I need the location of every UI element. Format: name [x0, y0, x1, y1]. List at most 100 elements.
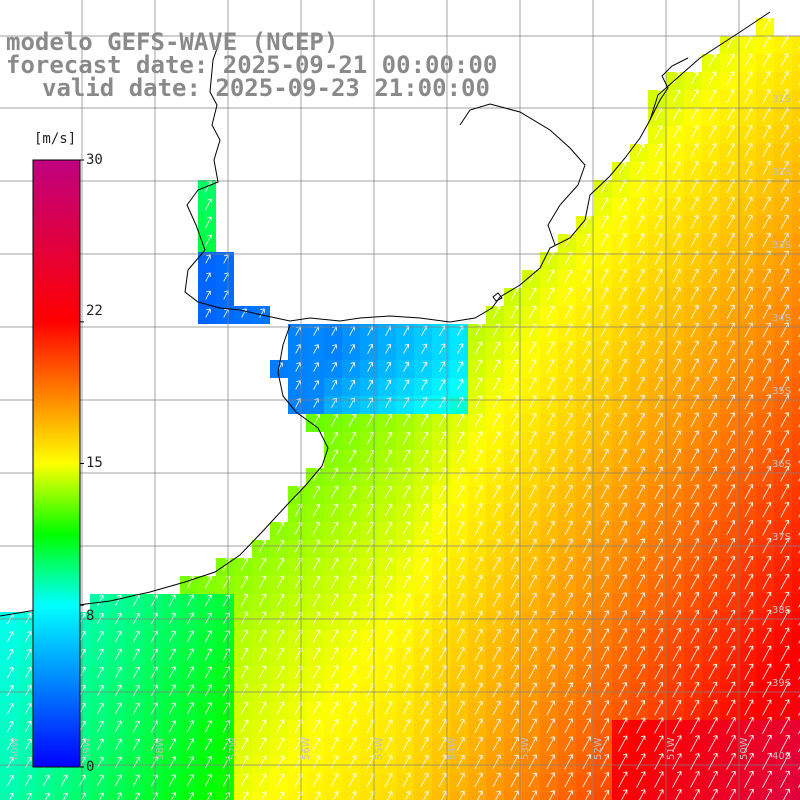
latitude-label: 32S	[772, 167, 791, 178]
wind-arrow	[510, 754, 519, 770]
wind-arrow	[546, 431, 555, 446]
wind-arrow	[315, 791, 321, 800]
wind-arrow	[726, 484, 735, 500]
wind-arrow	[384, 593, 393, 607]
wind-arrow	[348, 503, 357, 517]
wind-arrow	[420, 593, 429, 607]
wind-arrow	[7, 720, 14, 733]
wind-arrow	[708, 663, 718, 680]
wind-arrow	[276, 773, 285, 787]
wind-arrow	[744, 502, 754, 518]
wind-arrow	[114, 738, 122, 751]
wind-speed-cell	[594, 792, 612, 800]
wind-arrow	[636, 646, 645, 662]
wind-arrow	[582, 233, 591, 247]
wind-arrow	[222, 684, 230, 697]
wind-arrow	[780, 125, 789, 140]
wind-arrow	[96, 756, 104, 769]
wind-arrow	[726, 573, 736, 590]
wind-arrow	[726, 734, 736, 752]
wind-arrow	[312, 557, 321, 571]
wind-arrow	[330, 665, 339, 679]
wind-arrow	[420, 611, 429, 625]
wind-arrow	[636, 484, 645, 500]
wind-speed-cell	[792, 522, 800, 540]
wind-arrow	[240, 575, 249, 589]
wind-arrow	[780, 250, 789, 266]
wind-arrow	[564, 682, 573, 698]
latitude-label: 39S	[772, 678, 791, 689]
wind-arrow	[618, 664, 627, 680]
wind-arrow	[744, 394, 753, 410]
wind-speed-cell	[792, 288, 800, 306]
wind-arrow	[618, 394, 627, 410]
wind-arrow	[546, 574, 555, 590]
wind-arrow	[384, 467, 393, 481]
wind-arrow	[708, 753, 718, 770]
wind-arrow	[564, 592, 573, 608]
wind-arrow	[528, 287, 537, 301]
wind-arrow	[582, 628, 591, 644]
wind-arrow	[582, 754, 591, 770]
wind-arrow	[708, 466, 717, 482]
wind-arrow	[225, 792, 230, 800]
wind-arrow	[708, 484, 717, 500]
wind-arrow	[708, 179, 717, 193]
wind-arrow	[726, 663, 736, 680]
latitude-label: 37S	[772, 532, 791, 543]
wind-arrow	[312, 485, 321, 499]
wind-arrow	[690, 412, 699, 428]
wind-arrow	[402, 485, 411, 499]
wind-arrow	[420, 629, 429, 643]
wind-arrow	[204, 648, 212, 661]
wind-arrow	[564, 413, 573, 428]
wind-arrow	[492, 646, 501, 662]
wind-arrow	[205, 254, 211, 264]
wind-arrow	[168, 684, 176, 697]
wind-speed-cell	[144, 792, 162, 800]
wind-arrow	[295, 380, 301, 390]
wind-arrow	[474, 754, 483, 770]
wind-arrow	[672, 89, 681, 103]
wind-arrow	[726, 232, 735, 248]
wind-arrow	[474, 718, 483, 734]
wind-arrow	[132, 720, 140, 733]
wind-arrow	[438, 521, 447, 535]
wind-arrow	[384, 485, 393, 499]
wind-arrow	[258, 755, 267, 769]
wind-arrow	[600, 287, 609, 301]
wind-speed-cell	[108, 792, 126, 800]
wind-arrow	[528, 664, 537, 680]
wind-arrow	[744, 520, 754, 536]
wind-arrow	[384, 503, 393, 517]
wind-speed-cell	[792, 774, 800, 792]
longitude-label: 56W	[301, 737, 312, 760]
wind-arrow	[420, 557, 429, 571]
wind-arrow	[636, 735, 646, 752]
wind-arrow	[384, 449, 393, 463]
wind-arrow	[744, 448, 753, 464]
wind-arrow	[330, 575, 339, 589]
wind-arrow	[618, 340, 627, 356]
wind-arrow	[582, 682, 591, 698]
wind-arrow	[258, 575, 267, 589]
wind-arrow	[708, 286, 717, 302]
wind-arrow	[690, 466, 699, 482]
wind-arrow	[582, 215, 591, 229]
wind-arrow	[261, 791, 267, 800]
wind-arrow	[672, 286, 681, 302]
latitude-label: 38S	[772, 605, 791, 616]
wind-arrow	[690, 322, 699, 338]
wind-arrow	[780, 645, 790, 662]
wind-arrow	[780, 663, 790, 680]
wind-speed-cell	[720, 792, 738, 800]
wind-arrow	[762, 394, 771, 410]
wind-speed-cell	[54, 792, 72, 800]
wind-arrow	[96, 684, 104, 697]
wind-arrow	[564, 736, 573, 752]
wind-speed-cell	[792, 126, 800, 144]
wind-speed-cell	[270, 792, 288, 800]
wind-arrow	[672, 430, 681, 446]
wind-arrow	[546, 592, 555, 608]
wind-arrow	[348, 467, 357, 481]
